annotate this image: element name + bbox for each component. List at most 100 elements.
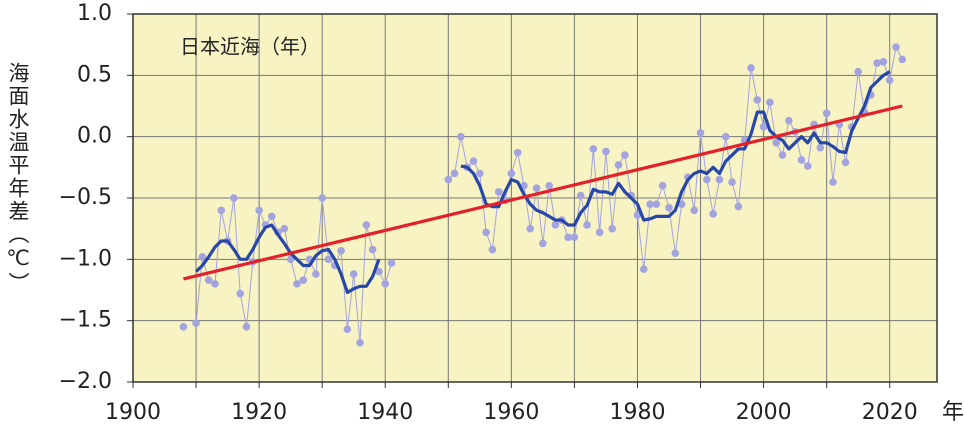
annual-point	[356, 338, 364, 347]
annual-point	[753, 96, 762, 104]
annual-point	[482, 228, 490, 237]
annual-point	[759, 123, 768, 131]
annual-point	[444, 175, 453, 184]
annual-point	[387, 259, 396, 267]
annual-point	[885, 76, 894, 85]
annual-point	[766, 98, 774, 107]
annual-point	[734, 202, 743, 211]
annual-point	[715, 175, 724, 184]
x-tick-label: 1960	[483, 400, 539, 425]
annual-point	[255, 206, 263, 215]
annual-point	[280, 224, 289, 233]
annual-point	[551, 221, 560, 229]
annual-point	[879, 58, 888, 66]
plot-border	[132, 13, 938, 383]
annual-point	[778, 151, 787, 159]
annual-point	[854, 67, 862, 76]
y-tick-label: −1.5	[59, 308, 112, 333]
smoothed-line	[194, 70, 891, 295]
annual-point	[564, 233, 572, 242]
y-tick-label: −2.0	[59, 369, 112, 394]
y-tick-label: 1.0	[77, 1, 112, 26]
x-tick-label: 1980	[609, 400, 665, 425]
annual-point	[696, 129, 705, 137]
annual-point	[703, 175, 711, 184]
annual-point	[192, 319, 200, 327]
annual-point	[721, 132, 730, 141]
annual-point	[892, 43, 900, 51]
annual-point	[841, 158, 850, 167]
annual-point	[343, 325, 352, 334]
annual-point	[898, 55, 907, 64]
annual-point	[211, 280, 219, 288]
annual-point	[589, 145, 598, 153]
annual-point	[621, 151, 629, 159]
y-axis-label: 海面水温平年差（℃）	[6, 62, 30, 295]
annual-point	[318, 194, 326, 202]
annual-point	[324, 255, 333, 264]
annual-point	[570, 233, 579, 242]
annual-point	[614, 161, 623, 169]
x-tick-label: 2020	[862, 400, 918, 425]
annual-point	[375, 267, 383, 276]
annual-point	[494, 188, 503, 196]
annual-point	[639, 265, 648, 273]
y-tick-label: −0.5	[59, 185, 112, 210]
annual-point	[368, 245, 377, 254]
annual-point	[242, 323, 251, 331]
x-tick-label: 1920	[231, 400, 287, 425]
annual-point	[513, 148, 522, 157]
annual-point	[709, 210, 717, 218]
annual-point	[299, 276, 308, 284]
marks	[179, 43, 907, 347]
annual-point	[217, 206, 226, 215]
trend-line	[183, 104, 903, 281]
annual-point	[608, 224, 617, 233]
annual-point	[204, 276, 213, 284]
grid	[127, 13, 937, 388]
annual-point	[198, 253, 207, 261]
annual-point	[583, 221, 591, 229]
annual-point	[507, 169, 516, 178]
annual-point	[349, 270, 358, 278]
annual-point	[797, 156, 806, 164]
annual-point	[665, 204, 673, 212]
annual-point	[671, 249, 680, 257]
annual-point	[747, 64, 755, 72]
annual-point	[873, 59, 881, 67]
annual-point	[267, 212, 276, 221]
annual-point	[362, 221, 371, 229]
annual-point	[539, 239, 547, 248]
annual-point	[652, 200, 661, 208]
annual-point	[772, 139, 780, 147]
annual-point	[595, 228, 604, 237]
annual-point	[545, 181, 553, 190]
annual-point	[829, 178, 837, 186]
annual-point	[457, 132, 465, 141]
annual-point	[646, 200, 654, 208]
annual-point	[230, 194, 238, 202]
y-tick-label: 0.5	[77, 62, 112, 87]
annual-point	[286, 255, 295, 264]
annual-point	[576, 191, 585, 200]
annual-point	[312, 270, 320, 278]
x-tick-label: 1900	[105, 400, 161, 425]
annual-point	[822, 109, 831, 118]
annual-point	[803, 162, 812, 170]
y-tick-label: −1.0	[59, 246, 112, 271]
x-axis-label: 年	[942, 400, 964, 425]
annual-point	[728, 178, 736, 186]
annual-point	[469, 157, 478, 165]
annual-point	[526, 224, 535, 233]
annual-point	[488, 245, 497, 254]
annual-point	[690, 206, 699, 215]
x-tick-label: 2000	[736, 400, 792, 425]
annual-point	[337, 246, 345, 255]
annual-point	[602, 147, 610, 156]
annual-point	[476, 169, 484, 178]
annual-point	[532, 184, 541, 192]
annual-point	[450, 169, 459, 178]
annual-point	[816, 143, 825, 152]
x-tick-label: 1940	[357, 400, 413, 425]
